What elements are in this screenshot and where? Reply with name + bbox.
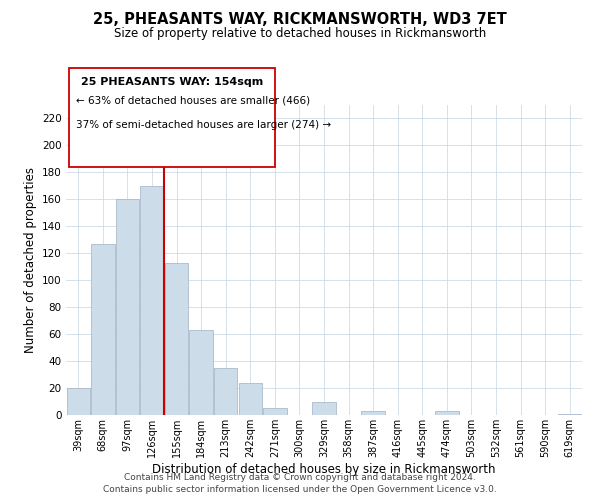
X-axis label: Distribution of detached houses by size in Rickmansworth: Distribution of detached houses by size … [152, 462, 496, 475]
Y-axis label: Number of detached properties: Number of detached properties [23, 167, 37, 353]
Bar [214, 368, 238, 415]
Bar [435, 411, 458, 415]
FancyBboxPatch shape [68, 68, 275, 167]
Bar [91, 244, 115, 415]
Text: 25, PHEASANTS WAY, RICKMANSWORTH, WD3 7ET: 25, PHEASANTS WAY, RICKMANSWORTH, WD3 7E… [93, 12, 507, 28]
Bar [165, 262, 188, 415]
Bar [140, 186, 164, 415]
Bar [361, 411, 385, 415]
Bar [313, 402, 335, 415]
Text: Size of property relative to detached houses in Rickmansworth: Size of property relative to detached ho… [114, 28, 486, 40]
Bar [239, 382, 262, 415]
Text: 25 PHEASANTS WAY: 154sqm: 25 PHEASANTS WAY: 154sqm [80, 77, 263, 87]
Bar [116, 200, 139, 415]
Text: Contains public sector information licensed under the Open Government Licence v3: Contains public sector information licen… [103, 485, 497, 494]
Bar [190, 330, 213, 415]
Bar [263, 408, 287, 415]
Text: Contains HM Land Registry data © Crown copyright and database right 2024.: Contains HM Land Registry data © Crown c… [124, 472, 476, 482]
Bar [67, 388, 90, 415]
Text: ← 63% of detached houses are smaller (466): ← 63% of detached houses are smaller (46… [76, 96, 310, 106]
Text: 37% of semi-detached houses are larger (274) →: 37% of semi-detached houses are larger (… [76, 120, 331, 130]
Bar [558, 414, 581, 415]
